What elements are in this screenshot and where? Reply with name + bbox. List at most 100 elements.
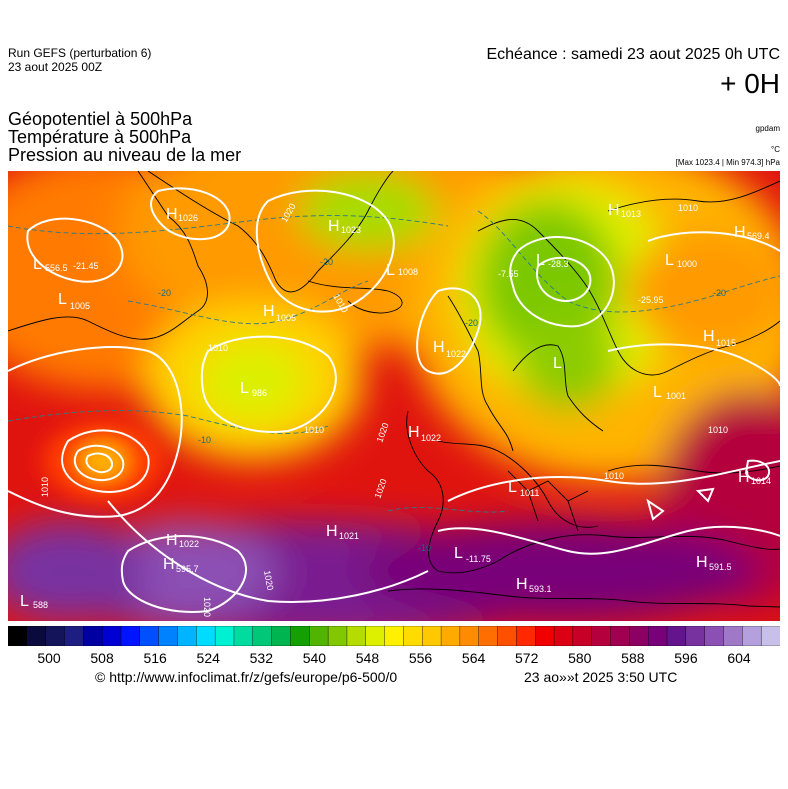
- high-center: H 1005: [263, 303, 296, 323]
- low-center: L 986: [240, 380, 267, 398]
- low-center: L -11.75: [454, 545, 491, 564]
- high-center: H 591.5: [696, 554, 732, 572]
- isotherm-label: -20: [320, 257, 333, 267]
- svg-text:1005: 1005: [70, 301, 90, 311]
- svg-text:556.5: 556.5: [45, 263, 68, 273]
- svg-text:H: H: [608, 202, 620, 219]
- svg-text:1013: 1013: [621, 209, 641, 219]
- run-date: 23 aout 2025 00Z: [8, 60, 103, 74]
- low-center: L -28.3: [536, 252, 569, 269]
- color-scale-swatch: [760, 626, 780, 646]
- svg-text:L: L: [20, 593, 29, 610]
- svg-text:1023: 1023: [341, 225, 361, 235]
- isobars: [8, 187, 780, 613]
- isobar-label: 1010: [678, 203, 698, 213]
- color-scale-swatch: [365, 626, 386, 646]
- isobar-label: 1010: [708, 425, 728, 435]
- title-temperature: Température à 500hPa: [8, 127, 192, 147]
- unit-geopotential: gpdam: [755, 124, 780, 133]
- svg-text:1015: 1015: [716, 338, 736, 348]
- color-scale-swatch: [26, 626, 47, 646]
- svg-text:-28.3: -28.3: [548, 259, 569, 269]
- low-center: L 1001: [653, 384, 686, 401]
- svg-text:-21.45: -21.45: [73, 261, 99, 271]
- svg-text:H: H: [263, 303, 275, 320]
- svg-text:591.5: 591.5: [709, 562, 732, 572]
- svg-text:593.1: 593.1: [529, 584, 552, 594]
- temp-label: -7.55: [498, 269, 519, 279]
- color-scale-swatch: [214, 626, 235, 646]
- color-scale-swatch: [704, 626, 725, 646]
- pressure-centers: H 1026 H 1023 L 1008 H 1013 H 569.4 L 556.5 -21…: [20, 202, 771, 610]
- color-scale-swatch: [271, 626, 292, 646]
- temp-label: -25.95: [638, 295, 664, 305]
- high-center: H 593.1: [516, 576, 552, 594]
- svg-text:H: H: [166, 532, 178, 549]
- color-scale-swatch: [572, 626, 593, 646]
- color-scale-swatch: [196, 626, 216, 646]
- units-legend: gpdam °C [Max 1023.4 | Min 974.3] hPa: [676, 122, 780, 169]
- svg-text:1021: 1021: [339, 531, 359, 541]
- svg-text:H: H: [738, 469, 750, 486]
- color-scale-swatch: [120, 626, 141, 646]
- isotherm-label: -20: [158, 288, 171, 298]
- svg-text:1008: 1008: [398, 267, 418, 277]
- isobar-label: 1020: [202, 597, 212, 617]
- svg-text:L: L: [33, 256, 42, 273]
- color-scale-swatch: [742, 626, 762, 646]
- color-scale-swatch: [591, 626, 612, 646]
- unit-pressure: [Max 1023.4 | Min 974.3] hPa: [675, 158, 780, 167]
- color-scale-swatch: [139, 626, 160, 646]
- color-scale-swatch: [177, 626, 197, 646]
- high-center: H 1022: [408, 424, 441, 443]
- isobar-label: 1020: [262, 570, 275, 591]
- svg-text:588: 588: [33, 600, 48, 610]
- low-center: L 1000: [665, 252, 697, 269]
- color-scale-swatch: [422, 626, 442, 646]
- high-center: H 1022: [433, 339, 466, 359]
- svg-text:L: L: [240, 380, 249, 397]
- high-center: H 1023: [328, 218, 361, 235]
- color-scale-tick-label: 500: [37, 650, 61, 666]
- svg-text:L: L: [536, 252, 545, 269]
- isobar-label: 1010: [40, 477, 50, 497]
- color-scale-tick-label: 508: [90, 650, 114, 666]
- color-scale-swatch: [648, 626, 668, 646]
- svg-text:595.7: 595.7: [176, 564, 199, 574]
- low-center: L 1005: [58, 291, 90, 311]
- unit-temperature: °C: [771, 145, 780, 154]
- color-scale-swatch: [610, 626, 631, 646]
- svg-text:-7.55: -7.55: [498, 269, 519, 279]
- isotherm-label: -10: [418, 543, 431, 553]
- color-scale-swatch: [685, 626, 706, 646]
- isobar-label: 1010: [604, 471, 624, 481]
- high-center: H 1013: [608, 202, 641, 219]
- svg-text:H: H: [163, 556, 175, 573]
- isotherm-label: -10: [198, 435, 211, 445]
- low-center: L 1008: [386, 262, 418, 279]
- color-scale-tick-label: 532: [249, 650, 273, 666]
- title-geopotential: Géopotentiel à 500hPa: [8, 109, 193, 129]
- title-mslp: Pression au niveau de la mer: [8, 145, 242, 165]
- high-center: H 595.7: [163, 556, 199, 574]
- color-scale-swatch: [535, 626, 555, 646]
- color-scale-bar: [8, 626, 780, 646]
- color-scale-swatch: [478, 626, 499, 646]
- svg-text:1001: 1001: [666, 391, 686, 401]
- high-center: H 1014: [738, 469, 771, 486]
- high-center: H 569.4: [734, 224, 770, 241]
- svg-text:H: H: [326, 523, 338, 540]
- run-model: Run GEFS (perturbation 6): [8, 46, 152, 60]
- svg-text:1026: 1026: [178, 213, 198, 223]
- svg-text:L: L: [454, 545, 463, 562]
- svg-text:H: H: [408, 424, 420, 441]
- high-center: H 1022: [166, 532, 199, 549]
- color-scale-swatch: [64, 626, 85, 646]
- svg-text:1005: 1005: [276, 313, 296, 323]
- color-scale-tick-label: 556: [408, 650, 433, 666]
- high-center: H 1015: [703, 328, 736, 348]
- color-scale-swatch: [403, 626, 423, 646]
- run-info: Run GEFS (perturbation 6) 23 aout 2025 0…: [8, 46, 151, 74]
- color-scale-swatch: [459, 626, 480, 646]
- color-scale-tick-label: 540: [302, 650, 327, 666]
